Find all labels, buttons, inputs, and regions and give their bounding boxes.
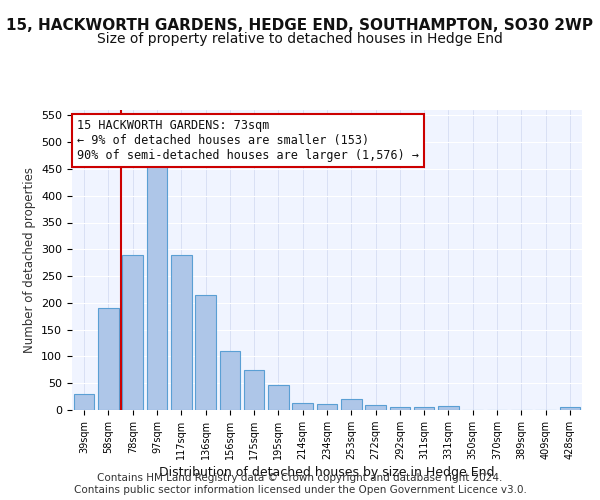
Bar bbox=[98, 308, 119, 410]
Text: Size of property relative to detached houses in Hedge End: Size of property relative to detached ho… bbox=[97, 32, 503, 46]
Text: 15 HACKWORTH GARDENS: 73sqm
← 9% of detached houses are smaller (153)
90% of sem: 15 HACKWORTH GARDENS: 73sqm ← 9% of deta… bbox=[77, 119, 419, 162]
Bar bbox=[560, 408, 580, 410]
Bar bbox=[146, 164, 167, 410]
Y-axis label: Number of detached properties: Number of detached properties bbox=[23, 167, 35, 353]
Bar bbox=[171, 254, 191, 410]
Bar bbox=[195, 295, 216, 410]
Bar bbox=[389, 408, 410, 410]
Bar bbox=[74, 394, 94, 410]
Bar bbox=[341, 399, 362, 410]
Text: Contains HM Land Registry data © Crown copyright and database right 2024.
Contai: Contains HM Land Registry data © Crown c… bbox=[74, 474, 526, 495]
Bar bbox=[268, 385, 289, 410]
Bar bbox=[438, 406, 459, 410]
Bar bbox=[317, 404, 337, 410]
Bar bbox=[220, 351, 240, 410]
Bar bbox=[414, 408, 434, 410]
X-axis label: Distribution of detached houses by size in Hedge End: Distribution of detached houses by size … bbox=[159, 466, 495, 479]
Bar bbox=[292, 403, 313, 410]
Bar bbox=[365, 404, 386, 410]
Bar bbox=[244, 370, 265, 410]
Text: 15, HACKWORTH GARDENS, HEDGE END, SOUTHAMPTON, SO30 2WP: 15, HACKWORTH GARDENS, HEDGE END, SOUTHA… bbox=[7, 18, 593, 32]
Bar bbox=[122, 254, 143, 410]
